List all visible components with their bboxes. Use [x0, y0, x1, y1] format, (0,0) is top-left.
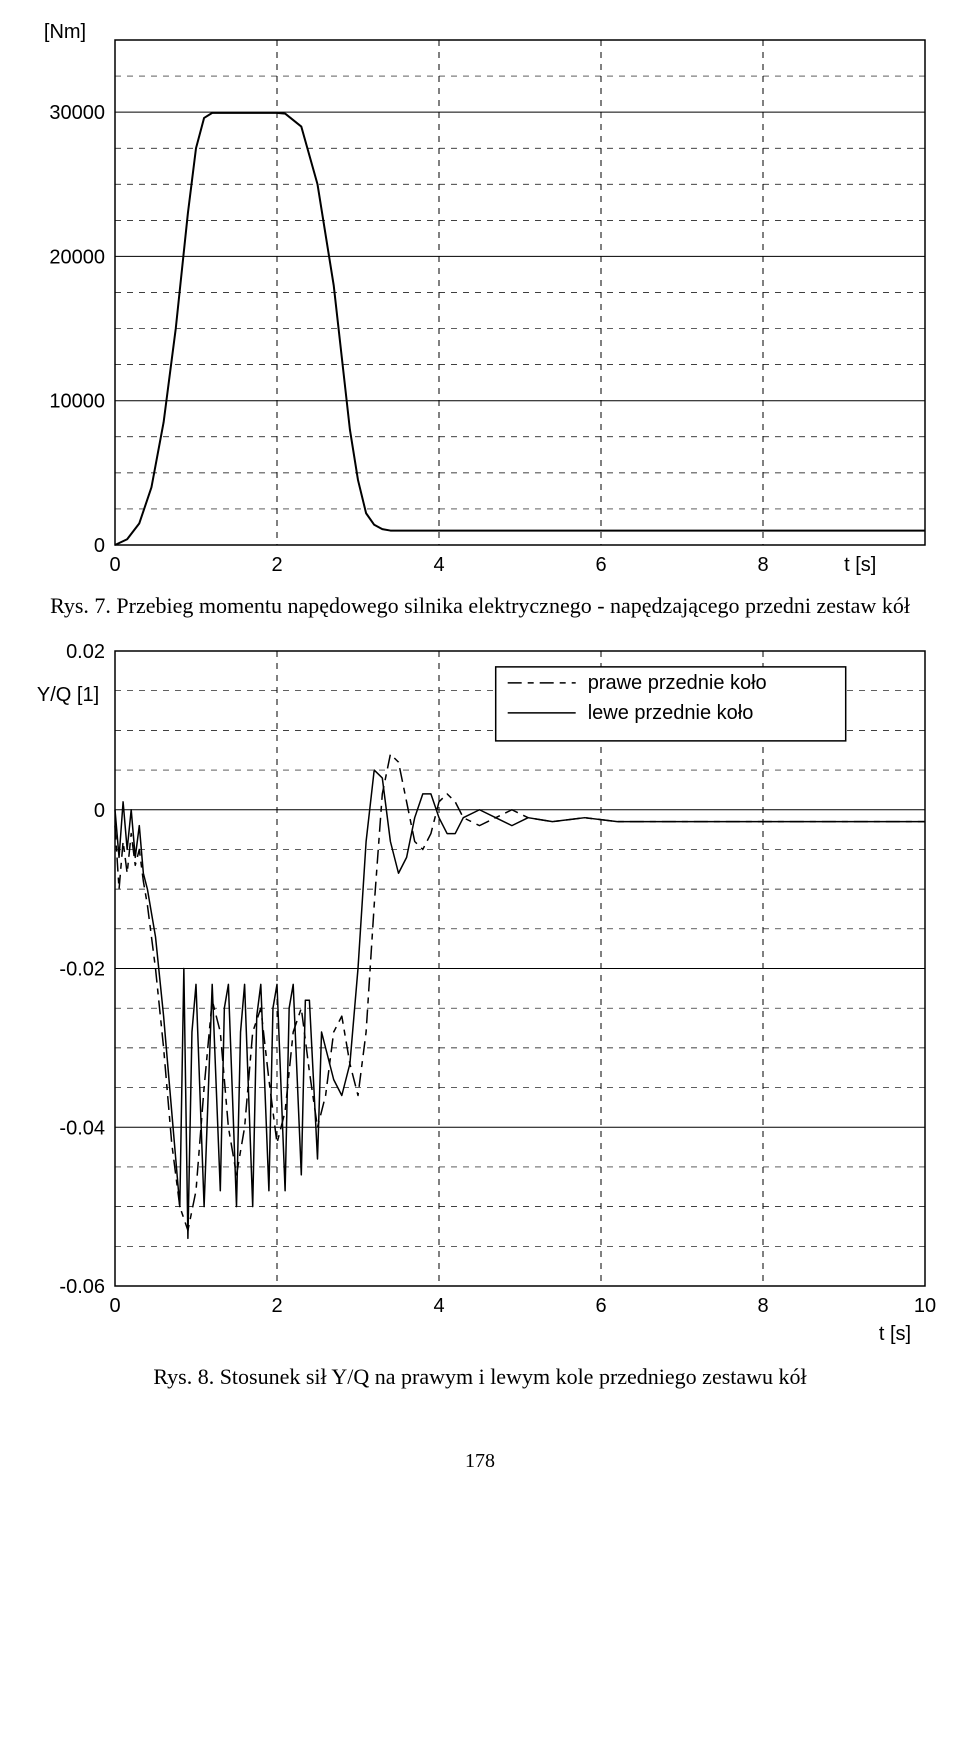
- svg-text:6: 6: [595, 1295, 606, 1317]
- svg-text:lewe przednie koło: lewe przednie koło: [588, 702, 754, 724]
- svg-text:-0.04: -0.04: [59, 1117, 105, 1139]
- svg-text:2: 2: [271, 1295, 282, 1317]
- chart-2-container: 0 2 4 6 8 10 -0.06 -0.04 -0.02 0 0.02 Y/Q [1] t [s] p…: [20, 631, 940, 1356]
- svg-text:0: 0: [109, 554, 120, 576]
- chart-1-caption: Rys. 7. Przebieg momentu napędowego siln…: [20, 593, 940, 619]
- svg-text:[Nm]: [Nm]: [44, 21, 86, 43]
- svg-text:t [s]: t [s]: [879, 1323, 911, 1345]
- svg-text:-0.02: -0.02: [59, 959, 105, 981]
- svg-text:t [s]: t [s]: [844, 554, 876, 576]
- svg-text:4: 4: [433, 1295, 444, 1317]
- svg-text:10: 10: [914, 1295, 936, 1317]
- svg-text:2: 2: [271, 554, 282, 576]
- chart-2-caption: Rys. 8. Stosunek sił Y/Q na prawym i lew…: [20, 1364, 940, 1390]
- svg-text:30000: 30000: [49, 102, 105, 124]
- svg-text:0: 0: [94, 800, 105, 822]
- svg-text:0.02: 0.02: [66, 641, 105, 663]
- chart-1-svg: 0 2 4 6 8 0 10000 20000 30000 [Nm] t [s]: [20, 20, 940, 580]
- svg-text:10000: 10000: [49, 391, 105, 413]
- chart-1-container: 0 2 4 6 8 0 10000 20000 30000 [Nm] t [s]: [20, 20, 940, 585]
- chart-2-svg: 0 2 4 6 8 10 -0.06 -0.04 -0.02 0 0.02 Y/Q [1] t [s] p…: [20, 631, 940, 1351]
- svg-text:4: 4: [433, 554, 444, 576]
- svg-text:20000: 20000: [49, 246, 105, 268]
- page-number: 178: [20, 1450, 940, 1473]
- svg-text:8: 8: [757, 554, 768, 576]
- svg-text:0: 0: [109, 1295, 120, 1317]
- svg-text:0: 0: [94, 535, 105, 557]
- svg-text:8: 8: [757, 1295, 768, 1317]
- svg-text:prawe przednie koło: prawe przednie koło: [588, 672, 767, 694]
- svg-text:6: 6: [595, 554, 606, 576]
- svg-text:Y/Q [1]: Y/Q [1]: [37, 684, 99, 706]
- svg-text:-0.06: -0.06: [59, 1276, 105, 1298]
